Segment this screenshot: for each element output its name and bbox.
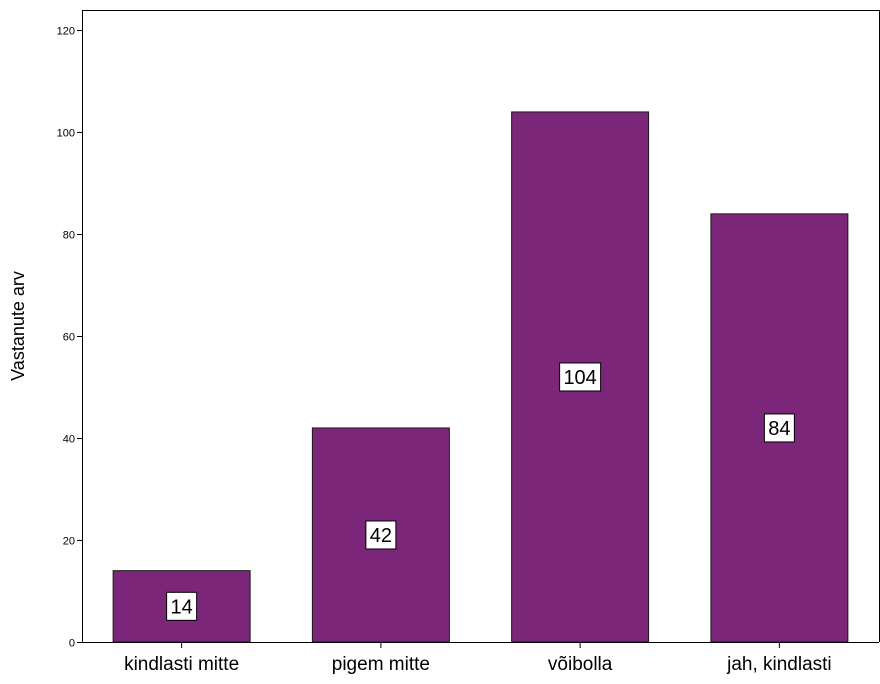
data-label: 84	[768, 418, 790, 440]
y-tick-label: 80	[63, 230, 75, 242]
data-labels-layer: 14 42 104 84	[166, 362, 795, 621]
y-axis-title: Vastanute arv	[8, 271, 28, 381]
y-tick-label: 40	[63, 434, 75, 446]
x-tick-label: kindlasti mitte	[124, 654, 239, 675]
data-label: 42	[370, 525, 392, 547]
data-label: 14	[171, 596, 193, 618]
y-tick-label: 100	[57, 128, 75, 140]
data-label-box	[166, 591, 198, 621]
data-label-box	[559, 362, 602, 392]
x-tick-label: jah, kindlasti	[726, 654, 832, 675]
y-tick-label: 120	[57, 26, 75, 38]
y-tick-label: 60	[63, 332, 75, 344]
y-tick-label: 20	[63, 536, 75, 548]
x-tick-label: võibolla	[548, 654, 613, 675]
x-tick-label: pigem mitte	[332, 654, 430, 675]
y-ticks-layer: 0 20 40 60 80 100 120	[57, 26, 82, 650]
data-label: 104	[563, 367, 596, 389]
data-label-box	[365, 520, 397, 550]
bars-layer	[112, 111, 849, 643]
y-tick-label: 0	[69, 638, 75, 650]
x-ticks-layer: kindlasti mitte pigem mitte võibolla jah, k…	[124, 642, 832, 675]
data-label-box	[763, 413, 795, 443]
